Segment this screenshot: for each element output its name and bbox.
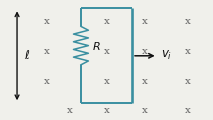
Text: $\ell$: $\ell$: [24, 49, 31, 62]
Text: x: x: [184, 17, 190, 26]
Text: x: x: [44, 17, 50, 26]
Text: x: x: [142, 47, 148, 56]
Text: $v_i$: $v_i$: [161, 49, 172, 62]
Text: x: x: [142, 77, 148, 86]
Text: x: x: [142, 17, 148, 26]
Text: x: x: [104, 17, 109, 26]
Text: x: x: [44, 47, 50, 56]
Text: x: x: [184, 77, 190, 86]
Text: x: x: [104, 47, 109, 56]
Text: x: x: [104, 106, 109, 115]
Text: x: x: [142, 106, 148, 115]
Text: x: x: [44, 77, 50, 86]
Text: x: x: [67, 106, 73, 115]
Text: x: x: [184, 106, 190, 115]
Text: R: R: [93, 42, 100, 52]
Text: x: x: [104, 77, 109, 86]
Text: x: x: [184, 47, 190, 56]
